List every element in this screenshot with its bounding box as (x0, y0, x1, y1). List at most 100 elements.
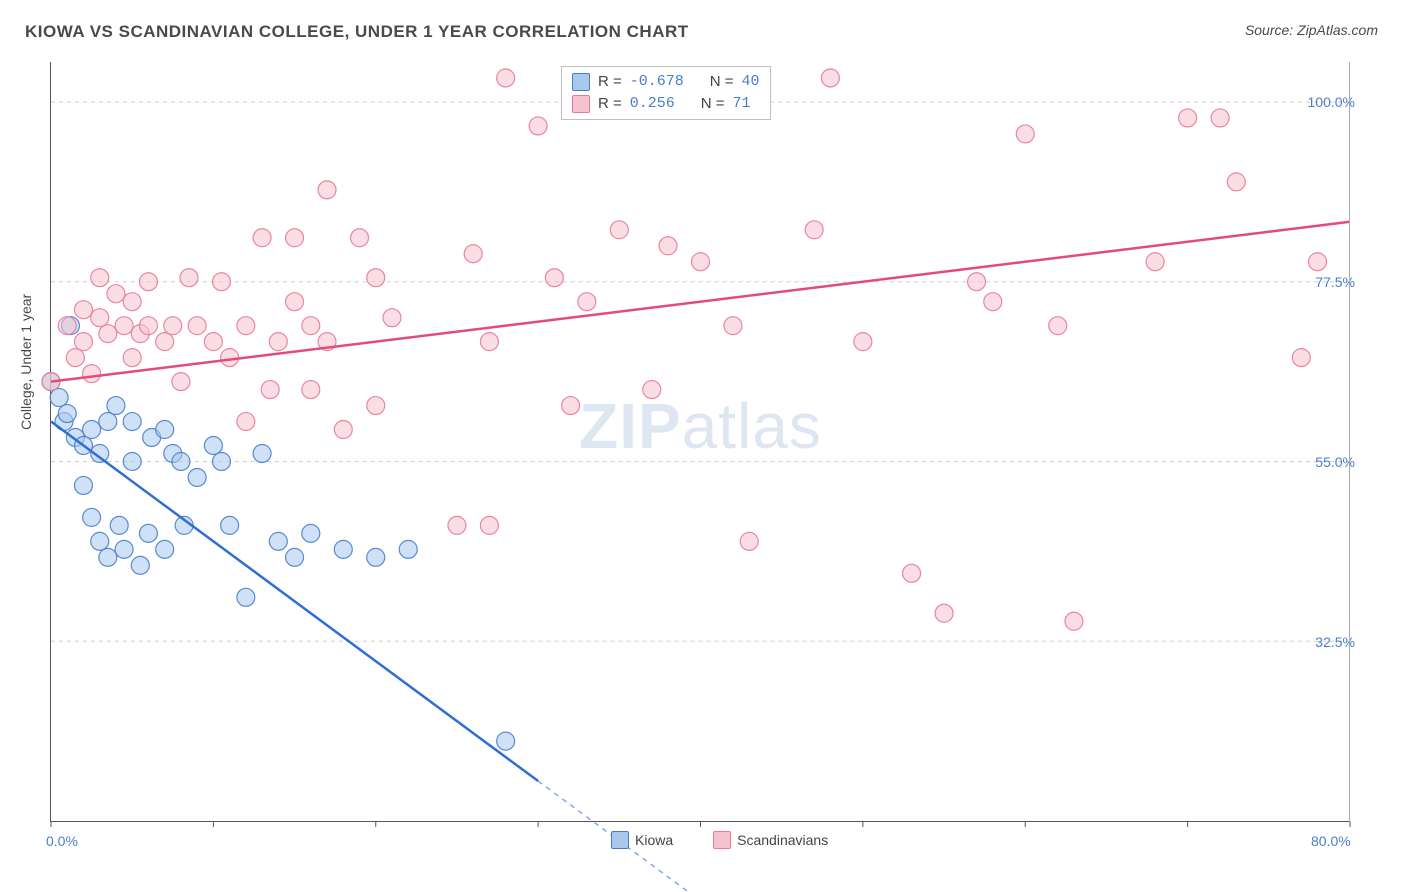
scatter-point (334, 540, 352, 558)
scatter-point (821, 69, 839, 87)
scatter-point (110, 516, 128, 534)
scatter-point (261, 381, 279, 399)
scatter-point (497, 732, 515, 750)
trend-line (51, 422, 538, 782)
y-tick-label: 55.0% (1315, 454, 1355, 470)
scatter-point (107, 285, 125, 303)
source-prefix: Source: (1245, 22, 1297, 38)
scatter-point (139, 317, 157, 335)
scatter-point (139, 273, 157, 291)
scatter-point (529, 117, 547, 135)
scatter-point (562, 397, 580, 415)
scatter-point (204, 333, 222, 351)
scatter-point (213, 273, 231, 291)
scatter-point (367, 397, 385, 415)
scatter-point (464, 245, 482, 263)
scatter-point (1065, 612, 1083, 630)
scatter-point (968, 273, 986, 291)
scatter-point (253, 444, 271, 462)
scatter-point (367, 269, 385, 287)
scatter-point (351, 229, 369, 247)
scatter-point (367, 548, 385, 566)
scatter-point (1211, 109, 1229, 127)
scatter-point (610, 221, 628, 239)
scatter-point (172, 373, 190, 391)
stats-row-kiowa: R = -0.678 N = 40 (572, 71, 760, 93)
scatter-point (269, 333, 287, 351)
scatter-point (188, 468, 206, 486)
r-label-2: R = (598, 93, 622, 115)
scatter-point (286, 548, 304, 566)
y-tick-label: 100.0% (1308, 94, 1355, 110)
scatter-point (302, 524, 320, 542)
scatter-point (74, 333, 92, 351)
legend-swatch-kiowa (611, 831, 629, 849)
scatter-point (123, 413, 141, 431)
legend-item-kiowa: Kiowa (611, 831, 673, 849)
scatter-point (497, 69, 515, 87)
scatter-point (1292, 349, 1310, 367)
scatter-point (131, 556, 149, 574)
scatter-point (66, 349, 84, 367)
y-tick-label: 77.5% (1315, 274, 1355, 290)
scatter-point (180, 269, 198, 287)
scatter-point (302, 381, 320, 399)
scatter-point (156, 540, 174, 558)
scatter-point (399, 540, 417, 558)
scatter-point (99, 548, 117, 566)
swatch-kiowa (572, 73, 590, 91)
n-label: N = (710, 71, 734, 93)
n-label-2: N = (701, 93, 725, 115)
scatter-point (156, 421, 174, 439)
legend-swatch-scan (713, 831, 731, 849)
scatter-point (156, 333, 174, 351)
scatter-point (724, 317, 742, 335)
stats-legend-box: R = -0.678 N = 40 R = 0.256 N = 71 (561, 66, 771, 120)
scatter-point (659, 237, 677, 255)
scatter-point (1179, 109, 1197, 127)
scatter-point (91, 269, 109, 287)
scatter-point (1227, 173, 1245, 191)
x-tick-label: 80.0% (1311, 833, 1351, 849)
legend-item-scan: Scandinavians (713, 831, 828, 849)
scatter-point (237, 317, 255, 335)
scatter-point (213, 452, 231, 470)
scatter-point (58, 405, 76, 423)
scatter-point (318, 181, 336, 199)
trend-line (51, 222, 1350, 382)
scatter-point (1049, 317, 1067, 335)
scatter-point (269, 532, 287, 550)
scatter-point (286, 229, 304, 247)
scatter-point (383, 309, 401, 327)
scatter-point (1146, 253, 1164, 271)
y-tick-label: 32.5% (1315, 634, 1355, 650)
n-value-kiowa: 40 (742, 71, 760, 93)
swatch-scan (572, 95, 590, 113)
scatter-point (123, 452, 141, 470)
scatter-point (237, 588, 255, 606)
scatter-point (83, 421, 101, 439)
scatter-point (854, 333, 872, 351)
scatter-point (480, 516, 498, 534)
scatter-point (692, 253, 710, 271)
r-value-scan: 0.256 (630, 93, 675, 115)
scatter-point (99, 413, 117, 431)
scatter-point (188, 317, 206, 335)
plot-area: ZIPatlas R = -0.678 N = 40 R = 0.256 N =… (50, 62, 1350, 822)
scatter-point (204, 437, 222, 455)
scatter-point (984, 293, 1002, 311)
scatter-point (115, 540, 133, 558)
r-value-kiowa: -0.678 (630, 71, 684, 93)
n-value-scan: 71 (733, 93, 751, 115)
x-tick-label: 0.0% (46, 833, 78, 849)
scatter-point (107, 397, 125, 415)
scatter-point (578, 293, 596, 311)
scatter-point (123, 293, 141, 311)
scatter-point (172, 452, 190, 470)
scatter-point (91, 532, 109, 550)
scatter-point (480, 333, 498, 351)
scatter-point (334, 421, 352, 439)
stats-row-scan: R = 0.256 N = 71 (572, 93, 760, 115)
scatter-point (545, 269, 563, 287)
scatter-point (50, 389, 68, 407)
